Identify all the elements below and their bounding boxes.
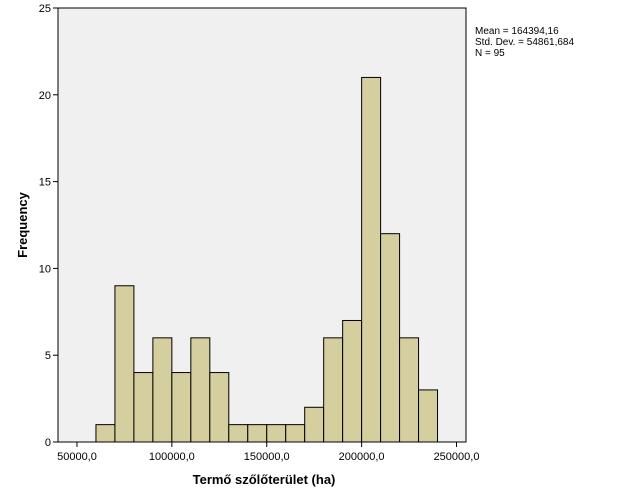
x-tick-label: 50000,0 bbox=[57, 451, 97, 463]
y-tick-label: 0 bbox=[45, 437, 51, 449]
histogram-bar bbox=[418, 389, 439, 443]
histogram-bar bbox=[380, 233, 401, 443]
y-tick-label: 25 bbox=[39, 3, 51, 15]
stat-mean: Mean = 164394,16 bbox=[475, 26, 559, 37]
histogram-bar bbox=[304, 406, 325, 443]
stat-n: N = 95 bbox=[475, 48, 505, 59]
y-tick-label: 20 bbox=[39, 90, 51, 102]
x-tick-label: 200000,0 bbox=[339, 451, 385, 463]
histogram-bar bbox=[95, 424, 116, 443]
bars bbox=[95, 76, 439, 443]
x-tick-label: 250000,0 bbox=[434, 451, 480, 463]
y-tick-label: 10 bbox=[39, 263, 51, 275]
histogram-bar bbox=[209, 372, 230, 443]
histogram-bar bbox=[342, 319, 363, 443]
x-axis-label: Termő szőlőterület (ha) bbox=[193, 472, 336, 487]
y-tick-label: 15 bbox=[39, 177, 51, 189]
histogram-bar bbox=[114, 285, 135, 443]
x-axis: 50000,0 100000,0 150000,0 200000,0 250000,0 bbox=[57, 442, 479, 463]
histogram-bar bbox=[285, 424, 306, 443]
histogram-bar bbox=[228, 424, 249, 443]
y-axis-label: Frequency bbox=[15, 191, 30, 258]
histogram-bar bbox=[171, 372, 192, 443]
histogram-bar bbox=[247, 424, 268, 443]
stat-std-dev: Std. Dev. = 54861,684 bbox=[475, 37, 575, 48]
histogram-bar bbox=[190, 337, 211, 443]
histogram-bar bbox=[133, 372, 154, 443]
histogram-bar bbox=[266, 424, 287, 443]
histogram-bar bbox=[399, 337, 420, 443]
histogram-bar bbox=[152, 337, 173, 443]
x-tick-label: 150000,0 bbox=[244, 451, 290, 463]
y-axis: 0 5 10 15 20 25 bbox=[39, 3, 58, 449]
histogram-bar bbox=[361, 76, 382, 443]
x-tick-label: 100000,0 bbox=[149, 451, 195, 463]
statistics-box: Mean = 164394,16 Std. Dev. = 54861,684 N… bbox=[475, 26, 574, 59]
y-tick-label: 5 bbox=[45, 350, 51, 362]
histogram-bar bbox=[323, 337, 344, 443]
